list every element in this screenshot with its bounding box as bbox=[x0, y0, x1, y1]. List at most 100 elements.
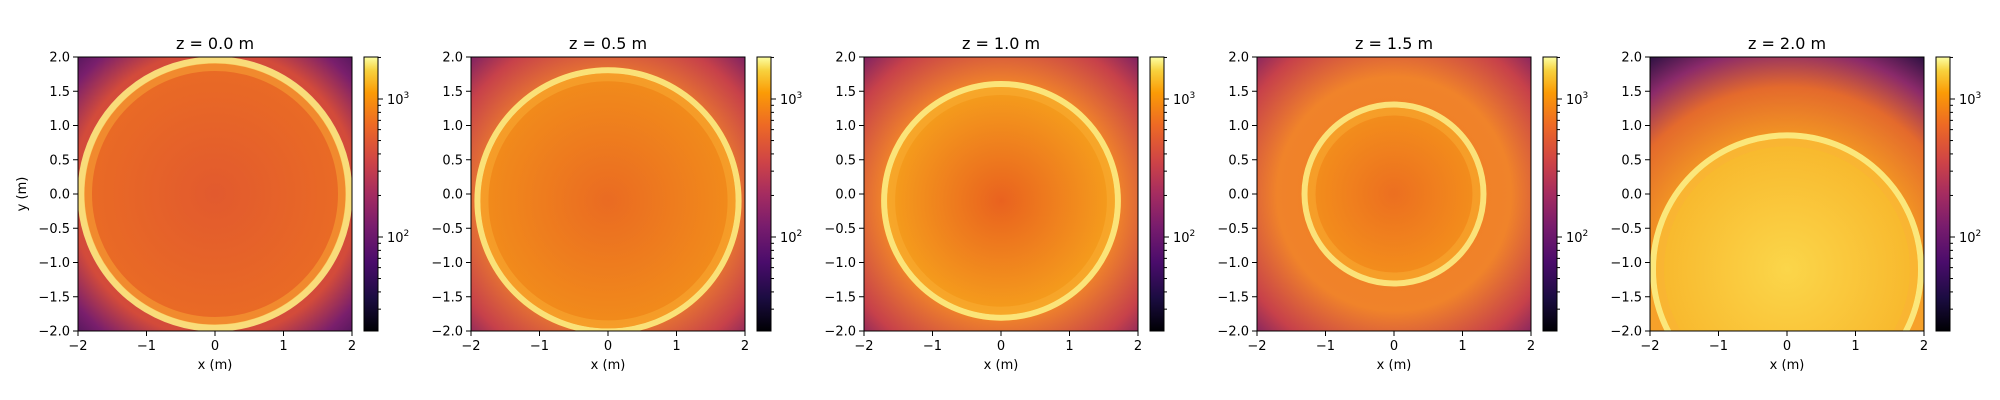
y-tick-label: −2.0 bbox=[1610, 325, 1642, 340]
x-tick-label: −2 bbox=[461, 339, 480, 354]
x-tick-label: 0 bbox=[604, 339, 612, 354]
panel-4: z = 2.0 m −2 −1 0 1 2 2.0 1.5 1.0 0.5 0.0 −0.5 −1.0 −… bbox=[1610, 34, 1981, 373]
y-tick-label: 0.0 bbox=[1228, 188, 1249, 203]
colorbar-tick-label: 102 bbox=[1959, 229, 1981, 246]
colorbar-tick-label: 102 bbox=[780, 229, 802, 246]
colorbar bbox=[1149, 56, 1165, 332]
x-tick-label: 2 bbox=[1527, 339, 1535, 354]
x-tick-label: 1 bbox=[1851, 339, 1859, 354]
panel-title: z = 1.5 m bbox=[1355, 34, 1433, 53]
colorbar bbox=[1542, 56, 1558, 332]
beam-core bbox=[474, 67, 742, 331]
y-tick-label: 1.0 bbox=[49, 119, 70, 134]
beam-ring bbox=[1301, 101, 1487, 287]
heatmap-3 bbox=[1257, 57, 1531, 331]
colorbar bbox=[756, 56, 772, 332]
y-tick-label: 0.5 bbox=[442, 153, 463, 168]
y-tick-label: −0.5 bbox=[431, 222, 463, 237]
beam-ring bbox=[881, 80, 1121, 321]
y-tick-label: 2.0 bbox=[49, 51, 70, 66]
panel-3: z = 1.5 m −2 −1 0 1 2 2.0 1.5 1.0 0.5 0.0 −0.5 −1.0 −… bbox=[1217, 34, 1588, 373]
heatmap-4 bbox=[1650, 57, 1924, 331]
x-tick-label: 1 bbox=[1458, 339, 1466, 354]
y-tick-label: −1.5 bbox=[824, 290, 856, 305]
x-tick-label: −2 bbox=[68, 339, 87, 354]
x-tick-label: −1 bbox=[137, 339, 156, 354]
x-tick-label: 0 bbox=[1390, 339, 1398, 354]
x-tick-label: −2 bbox=[1640, 339, 1659, 354]
colorbar-tick-label: 102 bbox=[1566, 229, 1588, 246]
x-axis-label: x (m) bbox=[984, 358, 1019, 373]
beam-ring bbox=[78, 57, 352, 331]
panel-title: z = 2.0 m bbox=[1748, 34, 1826, 53]
colorbar-tick-label: 103 bbox=[1173, 91, 1195, 108]
y-tick-label: 1.5 bbox=[49, 85, 70, 100]
y-tick-label: 1.0 bbox=[835, 119, 856, 134]
beam-ring-inner bbox=[1307, 107, 1481, 281]
beam-ring-inner bbox=[1656, 138, 1918, 331]
y-tick-label: −1.5 bbox=[1610, 290, 1642, 305]
x-tick-label: 0 bbox=[211, 339, 219, 354]
x-tick-label: 1 bbox=[279, 339, 287, 354]
panel-title: z = 1.0 m bbox=[962, 34, 1040, 53]
y-tick-label: −1.0 bbox=[38, 256, 70, 271]
panel-1: z = 0.5 m −2 −1 0 1 2 2.0 1.5 1.0 0.5 0.0 −0.5 −1.0 −… bbox=[431, 34, 802, 373]
y-tick-label: 0.5 bbox=[835, 153, 856, 168]
x-axis-label: x (m) bbox=[591, 358, 626, 373]
beam-ring-inner bbox=[887, 86, 1115, 315]
y-tick-label: −0.5 bbox=[1610, 222, 1642, 237]
y-tick-label: 1.0 bbox=[1621, 119, 1642, 134]
y-tick-label: 0.5 bbox=[1228, 153, 1249, 168]
heatmap-2 bbox=[864, 57, 1138, 331]
y-tick-label: 1.5 bbox=[442, 85, 463, 100]
y-tick-label: −1.5 bbox=[1217, 290, 1249, 305]
y-tick-label: 0.0 bbox=[49, 188, 70, 203]
panel-title: z = 0.5 m bbox=[569, 34, 647, 53]
x-tick-label: −1 bbox=[530, 339, 549, 354]
y-tick-label: −1.0 bbox=[824, 256, 856, 271]
y-tick-label: 1.5 bbox=[1621, 85, 1642, 100]
x-tick-label: 2 bbox=[348, 339, 356, 354]
y-tick-label: −0.5 bbox=[38, 222, 70, 237]
y-tick-label: 2.0 bbox=[1228, 51, 1249, 66]
y-tick-label: 2.0 bbox=[1621, 51, 1642, 66]
colorbar-tick-label: 103 bbox=[780, 91, 802, 108]
panel-0: z = 0.0 m −2 −1 0 1 2 2.0 1.5 1.0 0.5 0.0 −0.5 −1.0 −… bbox=[15, 34, 409, 373]
x-tick-label: −1 bbox=[923, 339, 942, 354]
y-tick-label: 2.0 bbox=[442, 51, 463, 66]
y-tick-label: −1.0 bbox=[1217, 256, 1249, 271]
x-axis-label: x (m) bbox=[1770, 358, 1805, 373]
x-tick-label: 1 bbox=[1065, 339, 1073, 354]
x-tick-label: −2 bbox=[1247, 339, 1266, 354]
beam-core bbox=[881, 80, 1121, 321]
y-tick-label: −2.0 bbox=[431, 325, 463, 340]
y-tick-label: −1.0 bbox=[431, 256, 463, 271]
y-tick-label: −2.0 bbox=[38, 325, 70, 340]
x-tick-label: 0 bbox=[1783, 339, 1791, 354]
colorbar-tick-label: 103 bbox=[387, 91, 409, 108]
y-tick-label: 0.5 bbox=[49, 153, 70, 168]
beam-core bbox=[78, 57, 352, 331]
x-tick-label: 1 bbox=[672, 339, 680, 354]
y-tick-label: −2.0 bbox=[1217, 325, 1249, 340]
x-tick-label: 2 bbox=[1134, 339, 1142, 354]
x-tick-label: −2 bbox=[854, 339, 873, 354]
beam-ring-inner bbox=[480, 73, 736, 329]
beam-core bbox=[1301, 101, 1487, 287]
y-tick-label: 0.0 bbox=[1621, 188, 1642, 203]
y-tick-label: 0.0 bbox=[442, 188, 463, 203]
heatmap-0 bbox=[78, 57, 352, 331]
y-axis-label: y (m) bbox=[15, 177, 30, 212]
colorbar-tick-label: 103 bbox=[1566, 91, 1588, 108]
x-axis-label: x (m) bbox=[1377, 358, 1412, 373]
x-axis-label: x (m) bbox=[198, 358, 233, 373]
beam-ring bbox=[1650, 132, 1924, 331]
y-tick-label: −0.5 bbox=[1217, 222, 1249, 237]
colorbar bbox=[363, 56, 379, 332]
y-tick-label: 0.5 bbox=[1621, 153, 1642, 168]
panel-title: z = 0.0 m bbox=[176, 34, 254, 53]
y-tick-label: −2.0 bbox=[824, 325, 856, 340]
y-tick-label: 1.0 bbox=[442, 119, 463, 134]
colorbar-tick-label: 103 bbox=[1959, 91, 1981, 108]
